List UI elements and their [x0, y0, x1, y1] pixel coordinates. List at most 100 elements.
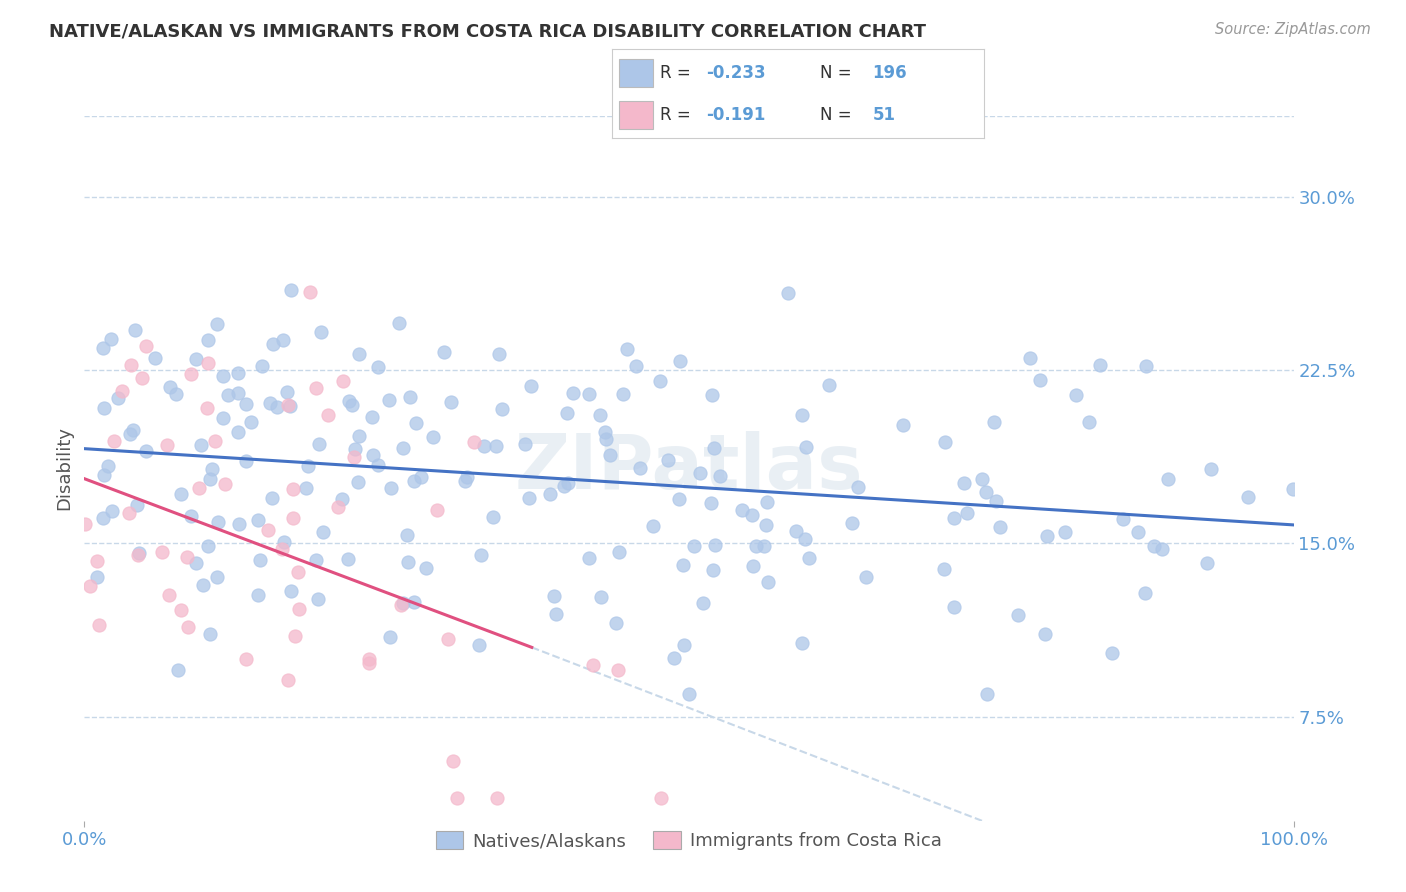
Point	[278, 400, 301, 414]
Point	[198, 627, 221, 641]
Point	[170, 602, 193, 616]
Point	[122, 423, 145, 437]
Point	[443, 755, 465, 769]
Point	[91, 511, 114, 525]
FancyBboxPatch shape	[619, 101, 652, 129]
Point	[235, 454, 257, 468]
Point	[337, 552, 360, 566]
Point	[472, 439, 495, 453]
Point	[250, 359, 273, 373]
Point	[702, 563, 724, 577]
Point	[1007, 608, 1029, 623]
Point	[391, 598, 413, 612]
Point	[249, 553, 271, 567]
Point	[283, 511, 305, 525]
Point	[337, 394, 360, 409]
Point	[308, 437, 330, 451]
Point	[1111, 512, 1133, 526]
Point	[299, 285, 322, 300]
Point	[287, 565, 309, 579]
Point	[932, 562, 955, 576]
Point	[259, 395, 281, 409]
Point	[1029, 373, 1052, 387]
Point	[190, 438, 212, 452]
Point	[463, 435, 485, 450]
Point	[731, 503, 754, 517]
Point	[125, 498, 148, 512]
Point	[467, 638, 489, 652]
Point	[226, 385, 249, 400]
Point	[668, 492, 690, 507]
Point	[446, 790, 468, 805]
Point	[235, 397, 257, 411]
Point	[143, 351, 166, 366]
Point	[756, 575, 779, 590]
Point	[156, 438, 179, 452]
Point	[187, 481, 209, 495]
Point	[415, 561, 437, 575]
Point	[157, 588, 180, 602]
Point	[198, 472, 221, 486]
Point	[1135, 359, 1157, 373]
Point	[589, 408, 612, 422]
Point	[262, 491, 284, 505]
Point	[409, 470, 432, 484]
Point	[1054, 524, 1077, 539]
Point	[709, 468, 731, 483]
Point	[818, 378, 841, 392]
Text: 51: 51	[872, 106, 896, 124]
Point	[281, 482, 304, 496]
Point	[785, 524, 807, 538]
Point	[1036, 529, 1059, 543]
Point	[742, 558, 765, 573]
Legend: Natives/Alaskans, Immigrants from Costa Rica: Natives/Alaskans, Immigrants from Costa …	[429, 823, 949, 857]
Point	[297, 459, 319, 474]
Point	[201, 462, 224, 476]
Point	[342, 398, 364, 412]
Point	[398, 390, 420, 404]
Point	[197, 539, 219, 553]
Point	[692, 595, 714, 609]
Point	[624, 359, 647, 374]
Point	[1088, 358, 1111, 372]
Point	[1135, 585, 1157, 599]
Point	[380, 481, 402, 495]
Point	[983, 415, 1005, 429]
Point	[212, 369, 235, 384]
Point	[197, 333, 219, 347]
Point	[641, 519, 664, 533]
Point	[392, 596, 415, 610]
Point	[402, 595, 425, 609]
Text: ZIPatlas: ZIPatlas	[515, 432, 863, 505]
Point	[648, 374, 671, 388]
Point	[482, 510, 505, 524]
Point	[544, 607, 567, 622]
Point	[703, 538, 725, 552]
Point	[284, 629, 307, 643]
Point	[543, 589, 565, 603]
Point	[1019, 351, 1042, 365]
Point	[555, 406, 578, 420]
Point	[312, 524, 335, 539]
Point	[972, 472, 994, 486]
Point	[606, 663, 628, 677]
Point	[491, 402, 513, 417]
Point	[367, 458, 389, 472]
Point	[513, 437, 536, 451]
Point	[934, 434, 956, 449]
Point	[378, 631, 401, 645]
Point	[426, 503, 449, 517]
Point	[703, 441, 725, 455]
Point	[204, 434, 226, 449]
Point	[607, 545, 630, 559]
Point	[262, 337, 284, 351]
Point	[131, 370, 153, 384]
Point	[305, 553, 328, 567]
Text: R =: R =	[659, 106, 696, 124]
Point	[754, 539, 776, 553]
Point	[316, 409, 339, 423]
Point	[195, 401, 218, 416]
Point	[486, 790, 509, 805]
Point	[107, 391, 129, 405]
Text: Source: ZipAtlas.com: Source: ZipAtlas.com	[1215, 22, 1371, 37]
